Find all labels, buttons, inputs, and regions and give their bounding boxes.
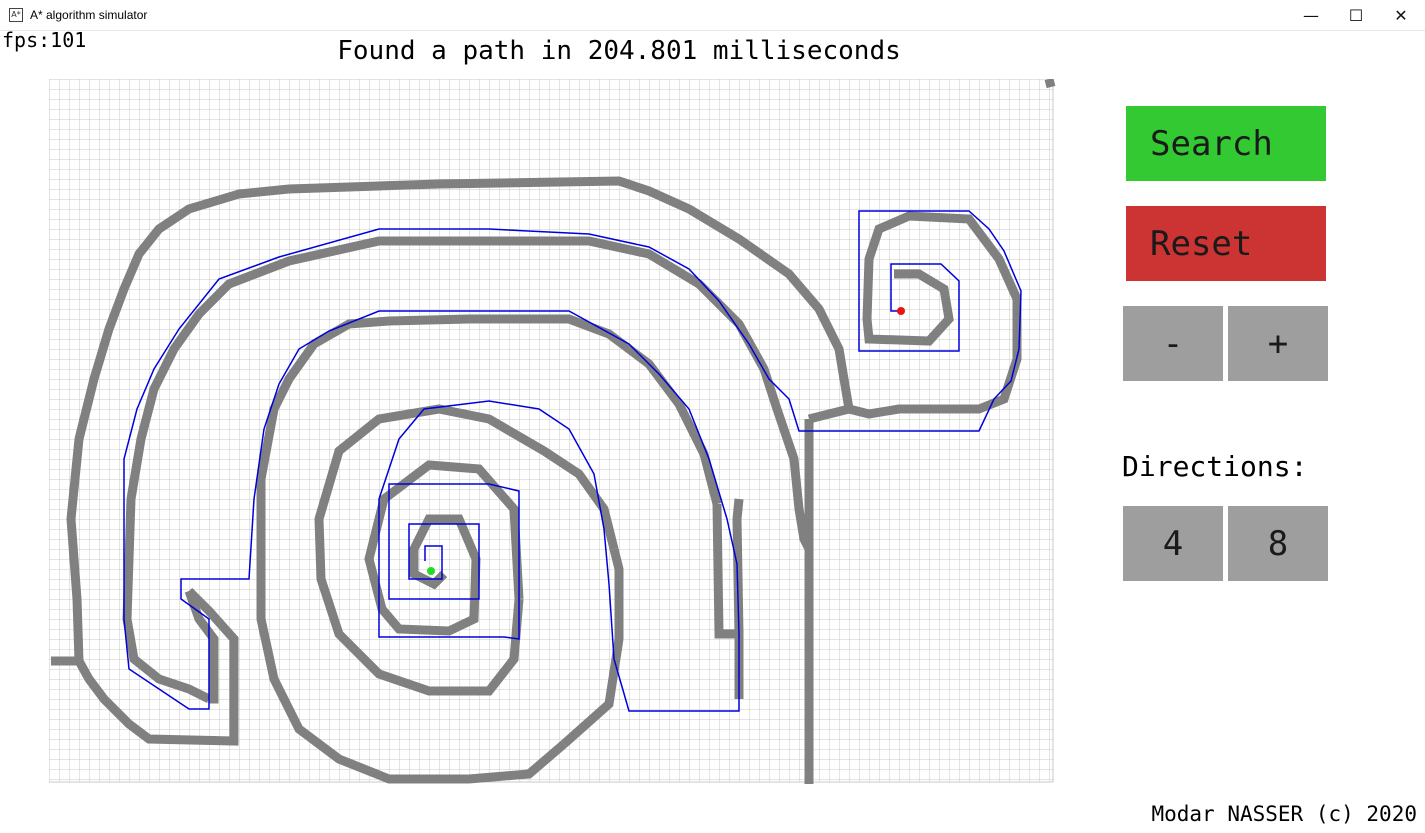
credit-text: Modar NASSER (c) 2020 — [1151, 802, 1417, 826]
goal-node[interactable] — [897, 307, 905, 315]
directions-4-button[interactable]: 4 — [1123, 506, 1223, 581]
status-message: Found a path in 204.801 milliseconds — [50, 36, 1188, 66]
wall-stroke-12 — [1049, 79, 1051, 87]
directions-8-button[interactable]: 8 — [1228, 506, 1328, 581]
window-title: A* algorithm simulator — [30, 8, 147, 22]
start-node[interactable] — [427, 567, 435, 575]
search-button[interactable]: Search — [1126, 106, 1326, 181]
title-bar: A* A* algorithm simulator — ☐ ✕ — [0, 0, 1425, 31]
close-button[interactable]: ✕ — [1378, 0, 1424, 31]
maze-grid[interactable] — [49, 79, 1059, 789]
grid-canvas[interactable] — [49, 79, 1059, 789]
decrease-button[interactable]: - — [1123, 306, 1223, 381]
reset-button[interactable]: Reset — [1126, 206, 1326, 281]
increase-button[interactable]: + — [1228, 306, 1328, 381]
app-icon: A* — [9, 8, 23, 22]
maximize-button[interactable]: ☐ — [1333, 0, 1379, 31]
directions-label: Directions: — [1122, 450, 1307, 483]
minimize-button[interactable]: — — [1288, 0, 1334, 31]
